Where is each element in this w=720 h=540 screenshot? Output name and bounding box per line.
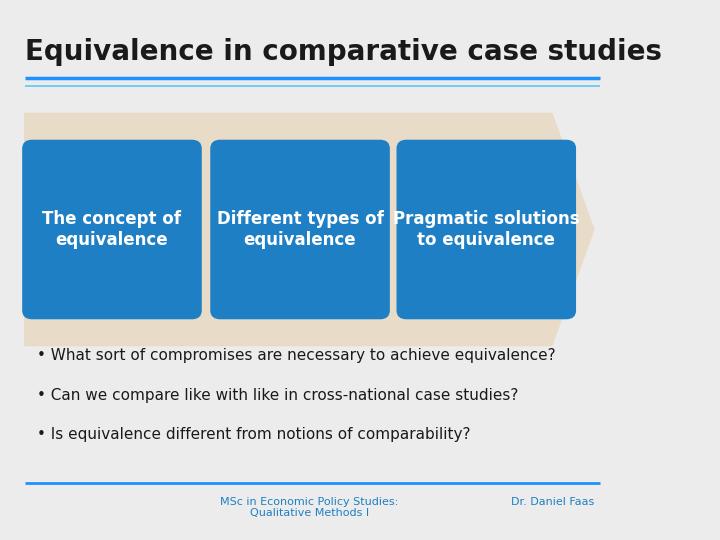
Text: • Can we compare like with like in cross-national case studies?: • Can we compare like with like in cross…: [37, 388, 518, 403]
FancyBboxPatch shape: [397, 140, 575, 319]
Text: • What sort of compromises are necessary to achieve equivalence?: • What sort of compromises are necessary…: [37, 348, 556, 363]
FancyBboxPatch shape: [23, 140, 201, 319]
FancyBboxPatch shape: [211, 140, 389, 319]
Text: Pragmatic solutions
to equivalence: Pragmatic solutions to equivalence: [393, 210, 580, 249]
Text: Dr. Daniel Faas: Dr. Daniel Faas: [510, 497, 594, 507]
Text: Equivalence in comparative case studies: Equivalence in comparative case studies: [24, 38, 662, 66]
Text: • Is equivalence different from notions of comparability?: • Is equivalence different from notions …: [37, 427, 471, 442]
Polygon shape: [24, 113, 594, 346]
Text: The concept of
equivalence: The concept of equivalence: [42, 210, 181, 249]
Text: MSc in Economic Policy Studies:
Qualitative Methods I: MSc in Economic Policy Studies: Qualitat…: [220, 497, 398, 518]
Text: Different types of
equivalence: Different types of equivalence: [217, 210, 384, 249]
